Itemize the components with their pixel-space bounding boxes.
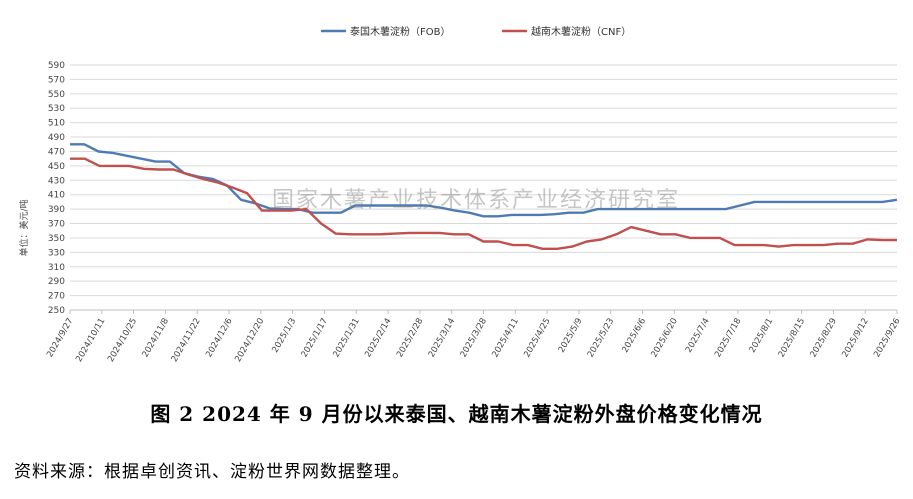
x-tick-label: 2025/4/25	[522, 317, 552, 360]
price-line-chart: 泰国木薯淀粉（FOB） 越南木薯淀粉（CNF） 250 270 290 310 330 3…	[18, 25, 903, 364]
y-tick-label: 350	[48, 234, 65, 244]
figure-caption: 图 2 2024 年 9 月份以来泰国、越南木薯淀粉外盘价格变化情况	[150, 402, 763, 426]
x-tick-label: 2025/1/3	[270, 317, 298, 355]
x-tick-label: 2025/6/20	[649, 317, 679, 360]
x-tick-label: 2025/4/11	[490, 317, 520, 360]
x-tick-label: 2025/8/1	[748, 317, 776, 355]
y-tick-label: 590	[48, 61, 65, 71]
y-tick-label: 470	[48, 147, 65, 157]
y-axis-ticks: 250 270 290 310 330 350 370 390 410 430 450 470 490 5…	[48, 61, 65, 316]
series-lines	[70, 143, 898, 251]
x-tick-label: 2025/5/9	[557, 317, 585, 355]
series-line-thailand	[70, 143, 898, 218]
x-tick-label: 2024/11/8	[141, 317, 171, 360]
y-tick-label: 570	[48, 75, 65, 85]
legend-label-thailand: 泰国木薯淀粉（FOB）	[350, 25, 450, 38]
x-tick-label: 2025/1/17	[300, 317, 330, 360]
x-tick-label: 2025/8/15	[777, 317, 807, 360]
x-tick-label: 2025/1/31	[331, 317, 361, 360]
x-tick-label: 2025/7/4	[684, 317, 712, 355]
x-tick-label: 2025/8/29	[809, 317, 839, 360]
x-tick-label: 2024/10/25	[106, 317, 139, 364]
y-tick-label: 490	[48, 133, 65, 143]
y-tick-label: 370	[48, 220, 65, 230]
x-tick-label: 2025/3/28	[459, 317, 489, 360]
y-tick-label: 390	[48, 205, 65, 215]
x-tick-label: 2025/6/6	[620, 317, 648, 355]
y-axis-label: 单位：美元/吨	[18, 199, 30, 256]
grid-lines	[70, 64, 897, 311]
x-tick-label: 2024/12/20	[233, 317, 266, 364]
x-tick-label: 2025/2/14	[363, 317, 393, 360]
y-tick-label: 270	[48, 292, 65, 302]
y-tick-label: 330	[48, 248, 65, 258]
y-tick-label: 290	[48, 277, 65, 287]
y-tick-label: 530	[48, 104, 65, 114]
x-tick-label: 2025/2/28	[395, 317, 425, 360]
y-tick-label: 550	[48, 90, 65, 100]
legend-label-vietnam: 越南木薯淀粉（CNF）	[531, 25, 631, 38]
x-tick-label: 2025/9/26	[872, 317, 902, 360]
x-tick-label: 2024/12/6	[204, 317, 234, 360]
x-tick-label: 2025/9/12	[840, 317, 870, 360]
y-tick-label: 250	[48, 306, 65, 316]
x-tick-label: 2025/5/23	[586, 317, 616, 360]
x-tick-label: 2024/10/11	[74, 317, 107, 364]
series-line-vietnam	[70, 157, 897, 251]
x-tick-label: 2025/7/18	[713, 317, 743, 360]
chart-legend: 泰国木薯淀粉（FOB） 越南木薯淀粉（CNF）	[321, 25, 631, 38]
data-source-note: 资料来源：根据卓创资讯、淀粉世界网数据整理。	[14, 462, 410, 482]
y-tick-label: 450	[48, 162, 65, 172]
y-tick-label: 510	[48, 119, 65, 129]
y-tick-label: 310	[48, 263, 65, 273]
y-tick-label: 410	[48, 191, 65, 201]
x-tick-label: 2025/3/14	[427, 317, 457, 360]
watermark: 国家木薯产业技术体系产业经济研究室	[272, 188, 681, 213]
y-tick-label: 430	[48, 176, 65, 186]
x-tick-label: 2024/11/22	[170, 317, 203, 364]
x-tick-label: 2024/9/27	[45, 317, 75, 360]
